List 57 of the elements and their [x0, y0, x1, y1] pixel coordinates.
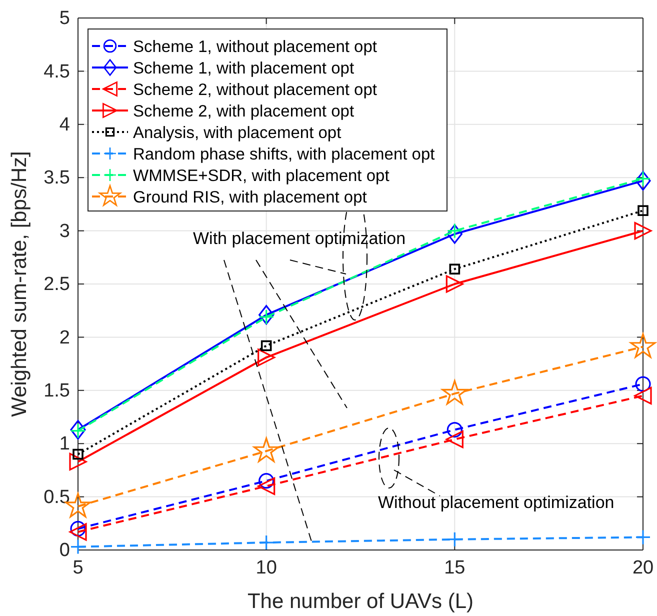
y-tick-label: 3	[59, 220, 70, 242]
legend-label: Ground RIS, with placement opt	[133, 188, 368, 206]
point	[260, 340, 272, 352]
point	[70, 423, 86, 439]
point	[638, 205, 648, 216]
y-tick-label: 2	[59, 327, 70, 348]
point	[446, 224, 462, 244]
annotation: With placement optimization	[193, 229, 406, 248]
y-tick-label: 1	[59, 434, 70, 455]
annotation: Without placement optimization	[378, 493, 614, 512]
y-tick-label: 0	[59, 540, 70, 562]
point	[446, 532, 462, 548]
legend-label: Scheme 1, without placement opt	[133, 38, 378, 56]
point	[69, 452, 87, 470]
legend-label: Random phase shifts, with placement opt	[133, 146, 436, 164]
point	[635, 376, 651, 392]
legend-label: Scheme 1, with placement opt	[133, 60, 354, 78]
point	[258, 305, 274, 325]
y-tick-label: 1.5	[44, 380, 70, 402]
point	[635, 170, 651, 191]
point	[442, 380, 468, 405]
y-tick-label: 0.5	[44, 486, 70, 508]
point	[258, 348, 276, 366]
x-tick-label: 10	[256, 557, 277, 578]
point	[630, 333, 656, 358]
x-tick-label: 15	[444, 557, 466, 578]
x-tick-label: 20	[632, 557, 654, 578]
point	[69, 523, 87, 541]
y-tick-label: 4.5	[44, 61, 70, 82]
point	[258, 477, 276, 495]
y-tick-label: 3.5	[44, 168, 70, 189]
x-axis-title: The number of UAVs (L)	[247, 590, 474, 613]
point	[634, 386, 652, 405]
point	[72, 448, 84, 460]
point	[446, 422, 462, 438]
legend-label: Analysis, with placement opt	[133, 124, 342, 142]
y-tick-label: 5	[59, 8, 70, 30]
point	[446, 223, 462, 239]
point	[635, 170, 651, 186]
point	[449, 264, 460, 275]
y-axis-title: Weighted sum-rate, [bps/Hz]	[8, 151, 31, 417]
legend-label: Scheme 2, with placement opt	[133, 102, 354, 120]
point	[634, 222, 652, 240]
y-tick-label: 2.5	[44, 274, 70, 296]
legend-label: Scheme 2, without placement opt	[133, 81, 378, 99]
point	[635, 529, 651, 546]
legend-label: WMMSE+SDR, with placement opt	[133, 167, 390, 185]
point	[258, 473, 274, 489]
point	[258, 534, 274, 550]
point	[446, 430, 464, 448]
point	[253, 438, 280, 462]
y-tick-label: 4	[59, 114, 70, 136]
point	[70, 420, 86, 440]
x-tick-label: 5	[72, 557, 84, 578]
point	[446, 275, 464, 293]
point	[70, 539, 86, 555]
point	[70, 520, 86, 537]
